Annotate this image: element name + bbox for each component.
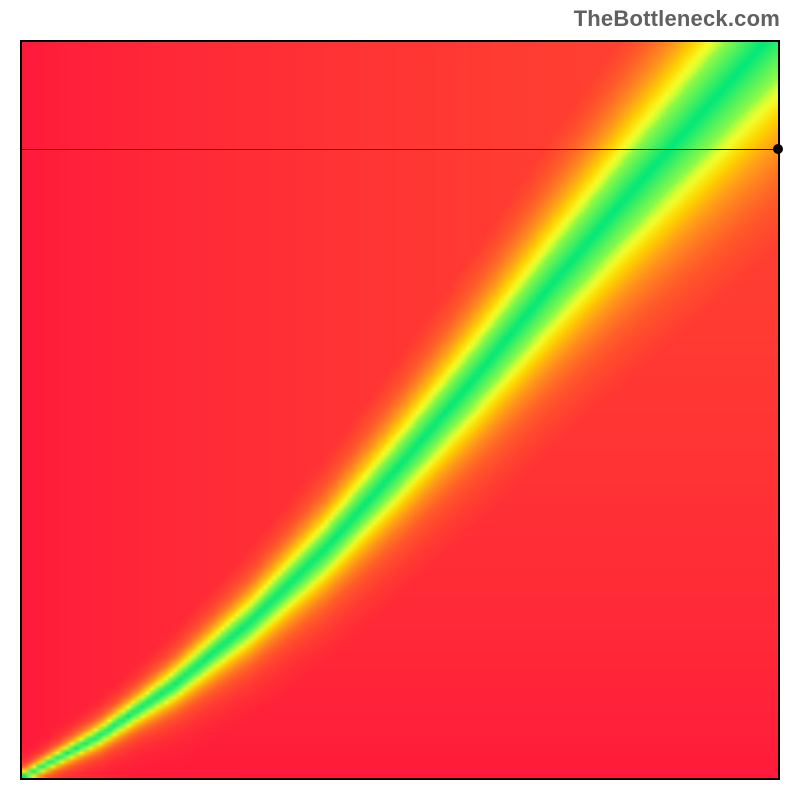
bottleneck-heatmap-canvas (22, 42, 778, 778)
heatmap-plot-area (20, 40, 780, 780)
attribution-watermark: TheBottleneck.com (574, 6, 780, 32)
data-point-marker (773, 144, 783, 154)
crosshair-horizontal-line (22, 149, 778, 150)
